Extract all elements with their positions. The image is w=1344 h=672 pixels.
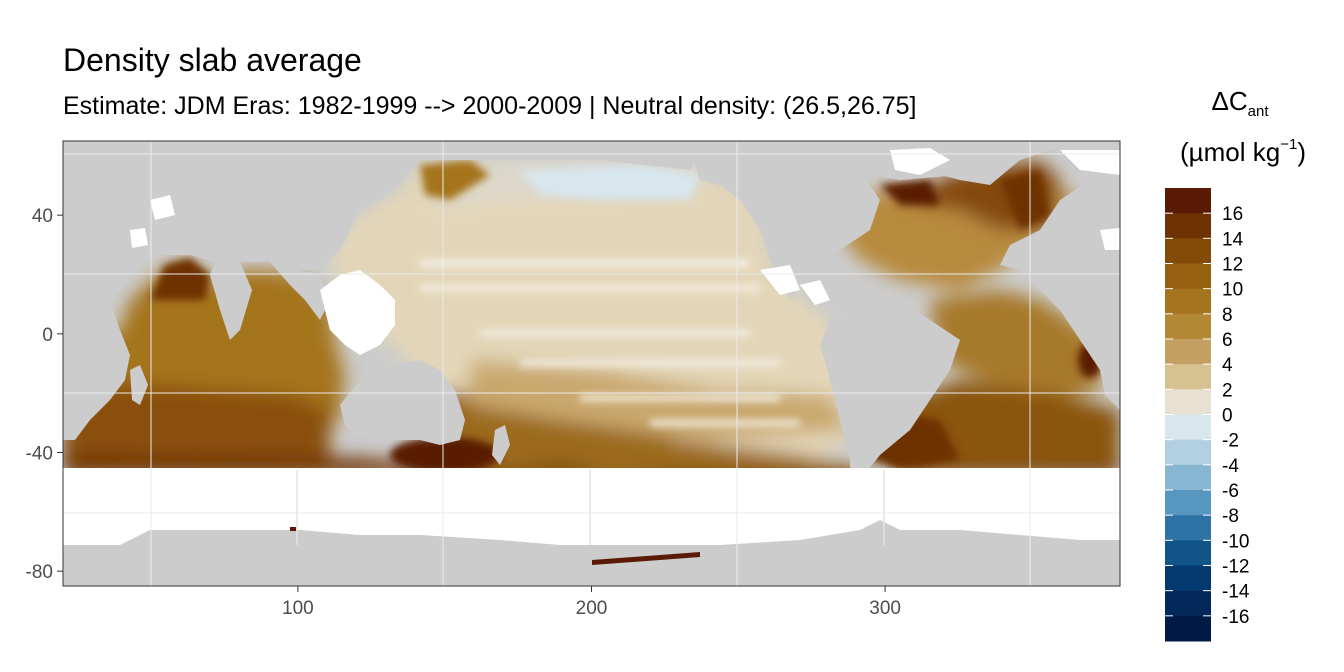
legend-color-swatch	[1165, 213, 1211, 239]
no-data-regions	[63, 148, 1120, 545]
legend-unit-close: )	[1297, 137, 1306, 167]
no-data-caspian	[130, 228, 148, 248]
legend-colorbar	[1165, 188, 1211, 642]
land-india	[210, 262, 252, 340]
legend-label: 0	[1222, 406, 1233, 427]
no-data-southern-band-edge	[63, 468, 1120, 545]
grid-lines	[63, 141, 1120, 586]
pacific-streak-3	[480, 330, 750, 336]
legend-unit-exponent: −1	[1280, 136, 1298, 153]
no-data-far-north	[1060, 150, 1120, 175]
labrador-sea-dark	[880, 180, 940, 205]
land-antarctica	[63, 520, 1120, 586]
legend-color-swatch	[1165, 439, 1211, 466]
legend-color-swatch	[1165, 464, 1211, 491]
legend-unit-main: (µmol kg	[1180, 137, 1281, 167]
legend-color-swatch	[1165, 615, 1211, 642]
legend-label: -4	[1222, 456, 1239, 477]
ocean-field	[63, 141, 1120, 586]
pacific-streak-1	[420, 260, 750, 267]
legend-color-swatch	[1165, 263, 1211, 290]
plot-title: Density slab average	[63, 42, 362, 78]
legend-color-swatch	[1165, 490, 1211, 516]
legend-color-swatch	[1165, 590, 1211, 617]
atlantic-equatorial-fill	[930, 290, 1100, 400]
pacific-streak-6	[650, 420, 800, 426]
y-tick-label: -40	[26, 444, 53, 465]
legend-label: -16	[1222, 607, 1249, 628]
land-south-america	[820, 300, 960, 500]
y-tick-label: -80	[26, 562, 53, 583]
pacific-streak-5	[580, 395, 780, 401]
indian-ocean-south-fill	[63, 380, 330, 468]
legend-label: 6	[1222, 330, 1233, 351]
land-greenland	[930, 150, 1020, 185]
arabian-sea-hotspot	[150, 258, 210, 300]
legend-label: 2	[1222, 380, 1233, 401]
okhotsk-fill	[420, 160, 490, 200]
land-africa	[63, 300, 130, 440]
no-data-black-sea	[150, 195, 175, 220]
legend-label: 14	[1222, 229, 1244, 250]
land-eurasia	[63, 141, 1120, 300]
y-tick-label: 0	[42, 325, 53, 346]
no-data-caribbean	[800, 280, 830, 305]
no-data-indonesia	[320, 270, 395, 355]
x-tick-label: 100	[282, 598, 314, 619]
legend-color-swatch	[1165, 364, 1211, 390]
legend-label: -14	[1222, 582, 1250, 603]
legend-color-swatch	[1165, 515, 1211, 541]
legend-label: -8	[1222, 506, 1239, 527]
legend-color-swatch	[1165, 414, 1211, 441]
legend-label: 12	[1222, 255, 1243, 276]
major-grid-lines	[296, 470, 885, 545]
x-tick-label: 300	[869, 598, 901, 619]
land-madagascar	[130, 365, 148, 405]
legend-label: -6	[1222, 481, 1239, 502]
no-data-central-america	[760, 265, 800, 295]
x-axis: 100 200 300	[282, 586, 901, 619]
atlantic-south-fill	[900, 380, 1120, 470]
legend-label: 10	[1222, 280, 1243, 301]
legend-color-swatch	[1165, 313, 1211, 340]
x-tick-label: 200	[576, 598, 608, 619]
antarctic-margin-dark	[592, 552, 700, 565]
land-indochina	[270, 262, 330, 320]
legend-color-swatch	[1165, 389, 1211, 415]
pacific-streak-2	[420, 285, 760, 291]
y-tick-label: 40	[32, 206, 53, 227]
no-data-arctic-canada	[890, 148, 950, 175]
no-data-mediterranean	[1100, 228, 1120, 250]
legend-label: 8	[1222, 305, 1233, 326]
legend-unit: (µmol kg−1)	[1148, 136, 1338, 168]
legend-color-swatch	[1165, 288, 1211, 315]
land-nz	[492, 425, 510, 465]
antarctic-margin-spot	[290, 527, 296, 531]
tasman-hotspot	[390, 437, 500, 473]
legend-label: -12	[1222, 557, 1249, 578]
y-axis: 40 0 -40 -80	[26, 206, 63, 583]
legend-label: 4	[1222, 355, 1233, 376]
pacific-streak-4	[520, 360, 780, 366]
legend-labels: 16 14 12 10 8 6 4 2 0 -2 -4 -6 -8 -10 -12 -14 -16	[1165, 204, 1250, 628]
legend-color-swatch	[1165, 565, 1211, 592]
legend-label: 16	[1222, 204, 1243, 225]
ocean-details	[150, 160, 1102, 473]
legend-symbol: ΔC	[1211, 86, 1248, 116]
legend-color-swatch	[1165, 540, 1211, 566]
legend-color-swatch	[1165, 188, 1211, 214]
legend-title: ΔCant	[1160, 86, 1320, 120]
legend-color-swatch	[1165, 339, 1211, 365]
legend-label: -10	[1222, 531, 1249, 552]
land-australia	[340, 360, 465, 445]
legend-label: -2	[1222, 431, 1239, 452]
legend-symbol-subscript: ant	[1247, 103, 1269, 120]
legend-color-swatch	[1165, 238, 1211, 264]
north-pacific-blue	[520, 165, 700, 200]
plot-subtitle: Estimate: JDM Eras: 1982-1999 --> 2000-2…	[63, 92, 917, 120]
nordic-dark	[1000, 170, 1050, 230]
